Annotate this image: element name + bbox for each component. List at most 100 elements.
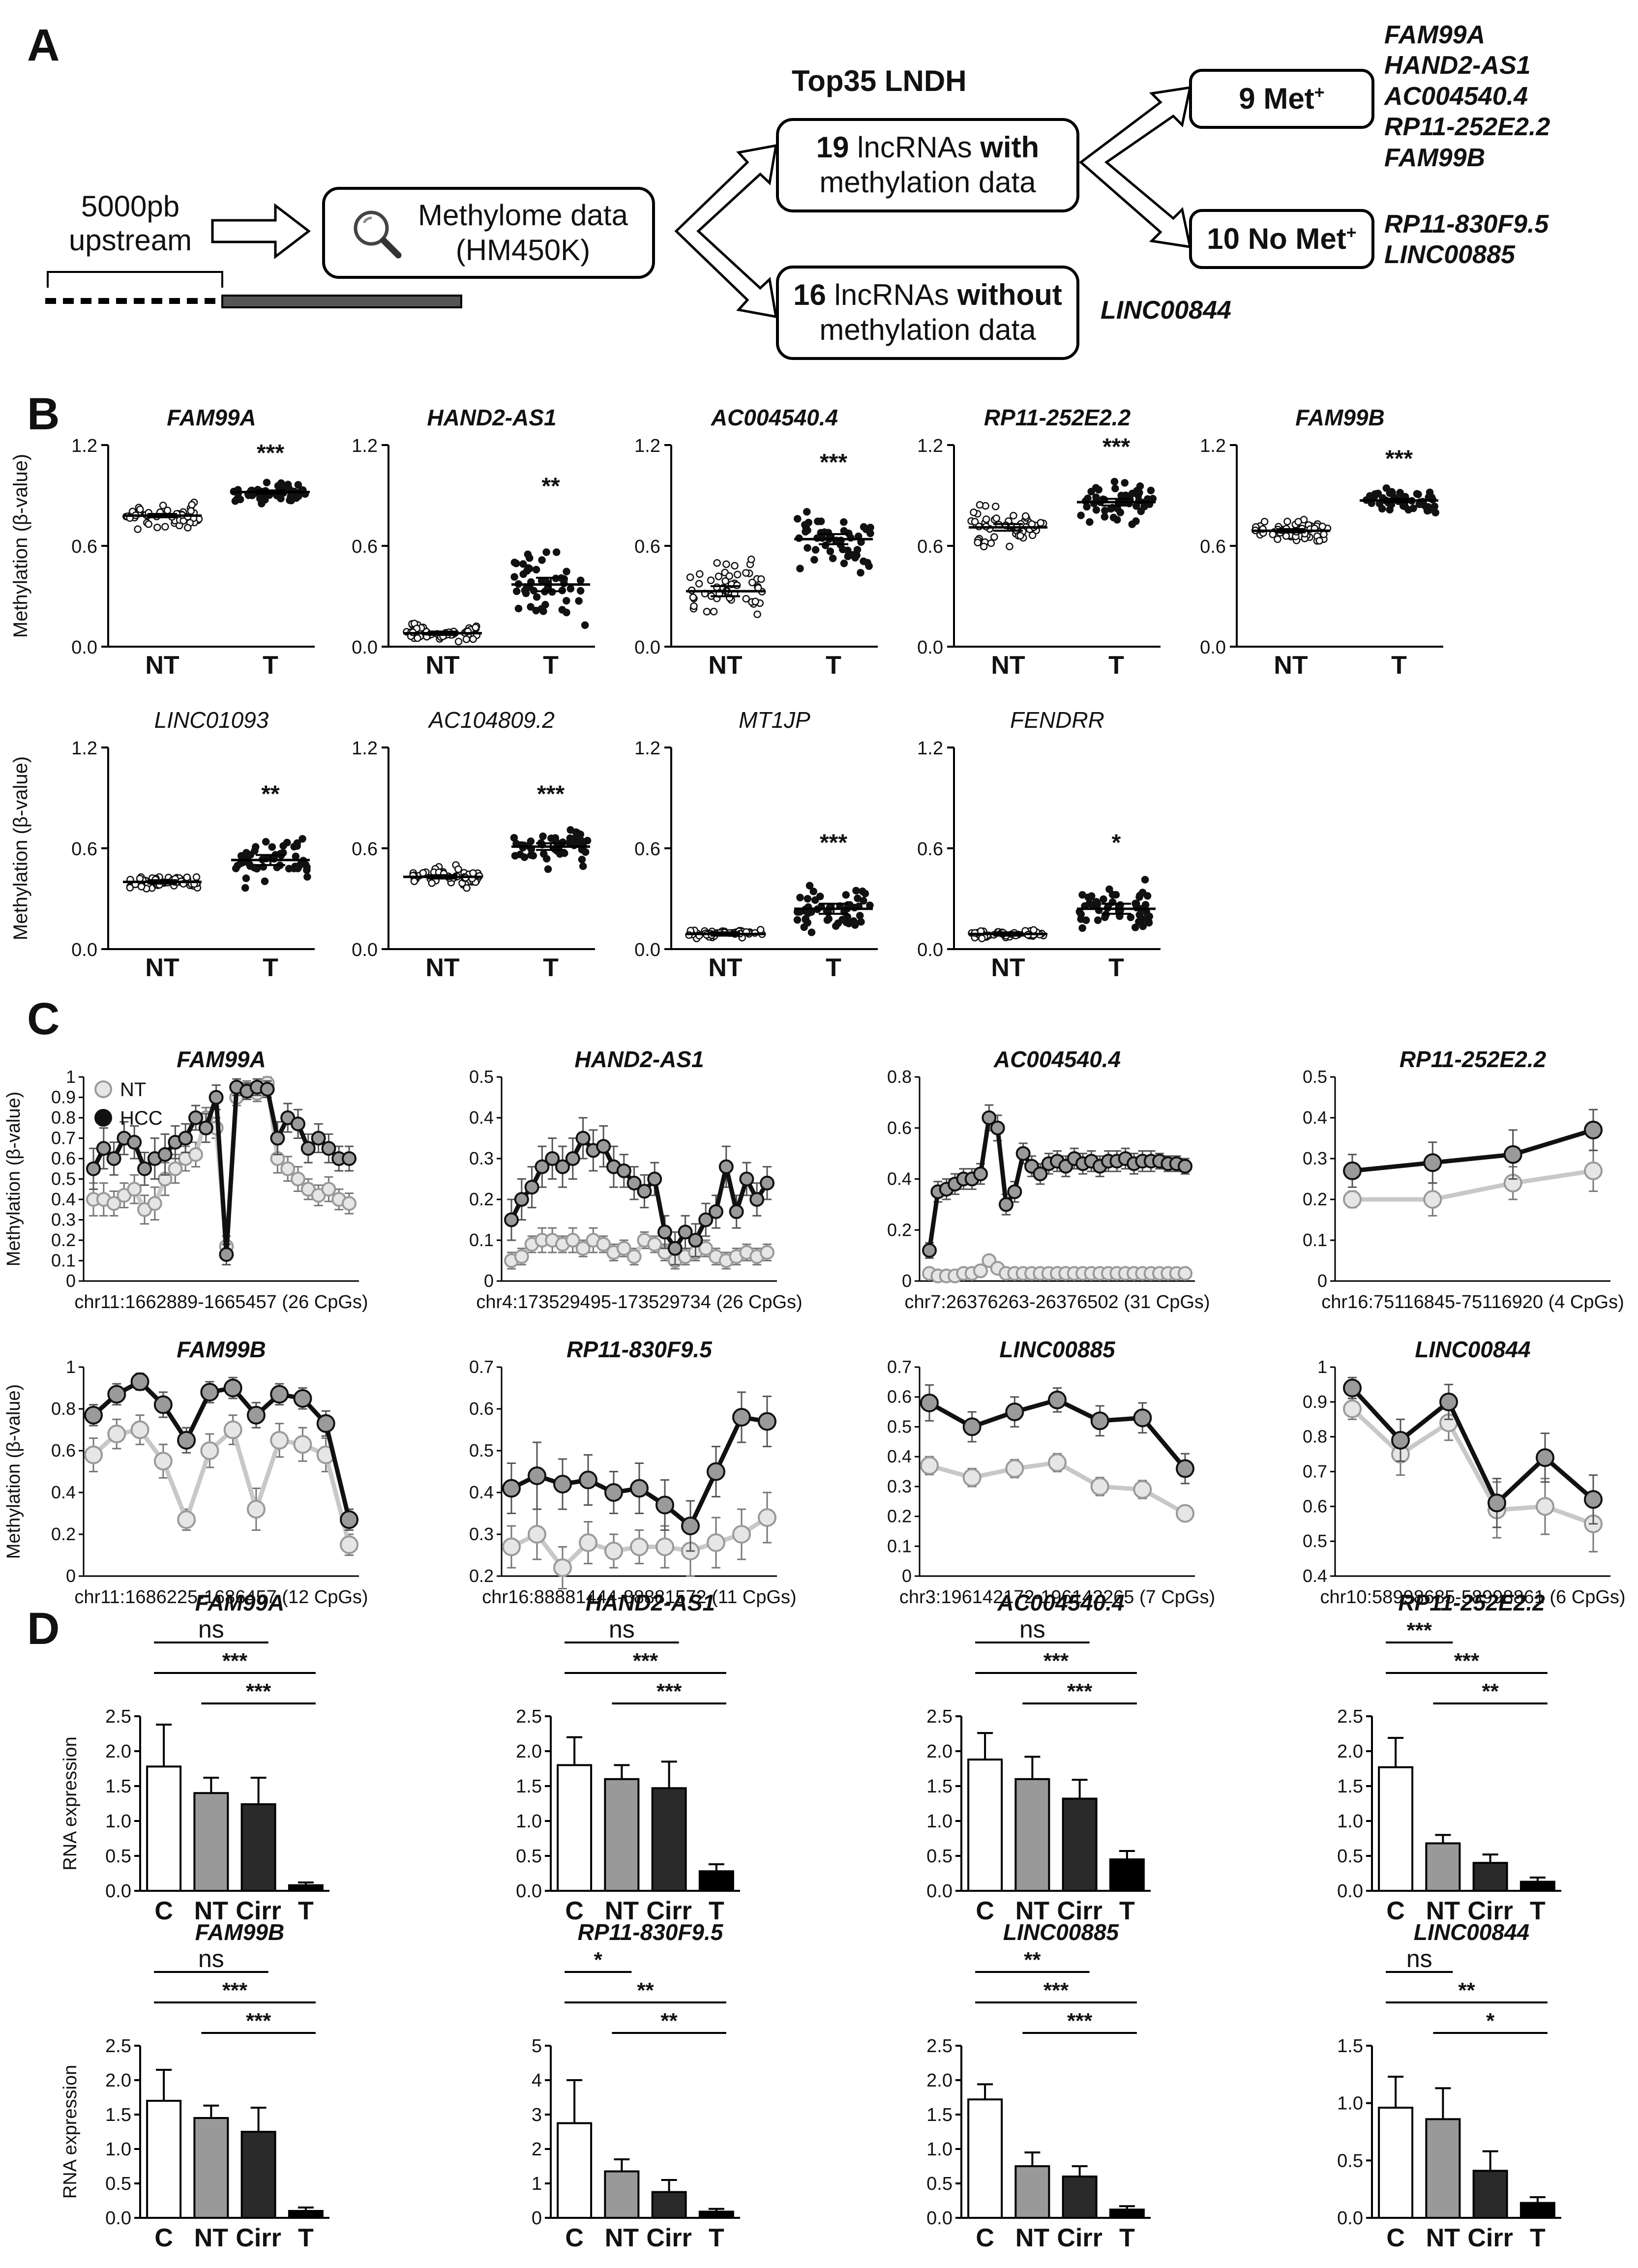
y-tick-label: 0.0: [926, 1881, 953, 1902]
series-point: [1536, 1497, 1554, 1516]
data-point: [796, 894, 804, 901]
chart-title: FAM99B: [177, 1337, 266, 1362]
data-point: [1112, 891, 1120, 899]
chart-title: FAM99A: [195, 1590, 284, 1615]
data-point: [690, 602, 698, 610]
y-tick-label: 0: [66, 1271, 76, 1291]
series-point: [973, 1166, 988, 1182]
data-point: [539, 832, 547, 840]
data-point: [1282, 532, 1290, 540]
upstream-label: 5000pb upstream: [68, 190, 192, 257]
x-tick-label: Cirr: [646, 1897, 691, 1925]
y-tick-label: 0.1: [887, 1536, 912, 1556]
y-tick-label: 1.5: [926, 2105, 953, 2125]
x-tick-label: NT: [605, 2224, 639, 2252]
data-point: [794, 515, 802, 523]
y-axis-label: RNA expression: [60, 1736, 81, 1870]
series-point: [999, 1197, 1013, 1212]
y-tick-label: 2.0: [105, 1741, 131, 1762]
bar: [1378, 2107, 1414, 2219]
split-arrow: [674, 144, 778, 319]
x-tick-label: C: [1386, 1897, 1405, 1925]
y-tick-label: 1: [66, 1067, 76, 1087]
series-point: [1133, 1480, 1152, 1499]
data-point: [261, 877, 269, 885]
y-tick-label: 1.2: [917, 436, 943, 456]
y-tick-label: 0: [1317, 1271, 1327, 1291]
data-point: [1145, 912, 1153, 921]
without-gene-list: LINC00844: [1101, 296, 1231, 325]
x-tick-label: T: [1530, 2224, 1546, 2252]
y-tick-label: 1.5: [1337, 1776, 1363, 1797]
bar: [1472, 1862, 1508, 1892]
series-point: [200, 1441, 219, 1460]
x-axis-label: chr16:88881444-88881572 (11 CpGs): [482, 1587, 796, 1608]
data-point: [1143, 892, 1152, 900]
x-axis-label: chr11:1662889-1665457 (26 CpGs): [74, 1292, 368, 1313]
chart-title: RP11-830F9.5: [578, 1919, 724, 1945]
significance-label: ***: [246, 2009, 271, 2033]
y-tick-label: 0.6: [1303, 1496, 1327, 1516]
series-point: [528, 1466, 546, 1485]
y-tick-label: 1.0: [926, 1811, 953, 1832]
x-tick-label: T: [709, 1897, 724, 1925]
met-gene-list: FAM99A HAND2-AS1 AC004540.4 RP11-252E2.2…: [1384, 21, 1550, 172]
data-point: [1294, 518, 1302, 526]
y-tick-label: 1.2: [352, 436, 378, 456]
data-point: [1101, 507, 1109, 514]
series-point: [1090, 1477, 1109, 1496]
series-point: [637, 1184, 652, 1199]
significance-label: ns: [198, 1945, 224, 1972]
data-point: [1078, 924, 1086, 932]
chart-title: MT1JP: [739, 707, 810, 733]
series-point: [311, 1131, 326, 1146]
x-tick-label: C: [976, 1897, 994, 1925]
y-tick-label: 0.7: [887, 1357, 912, 1377]
data-point: [725, 572, 733, 580]
y-tick-label: 0.5: [1303, 1531, 1327, 1551]
y-tick-label: 0.1: [51, 1251, 76, 1271]
x-tick-label: T: [1108, 954, 1124, 982]
data-point: [279, 842, 287, 850]
y-tick-label: 0.0: [105, 2208, 131, 2229]
series-point: [177, 1510, 196, 1529]
data-point: [469, 869, 477, 877]
chart-title: AC004540.4: [711, 405, 838, 430]
series-point: [514, 1192, 529, 1207]
data-point: [512, 560, 520, 567]
data-point: [184, 524, 192, 532]
y-tick-label: 5: [532, 2036, 542, 2057]
chart-title: AC004540.4: [997, 1590, 1124, 1615]
data-point: [860, 557, 867, 566]
y-tick-label: 0.7: [1303, 1462, 1327, 1482]
series-point: [270, 1385, 289, 1404]
data-point: [563, 597, 570, 605]
series-point: [293, 1389, 312, 1408]
data-point: [733, 570, 742, 579]
significance-label: **: [541, 474, 560, 500]
data-point: [1092, 506, 1101, 514]
y-tick-label: 0.2: [887, 1220, 912, 1240]
data-point: [695, 580, 703, 588]
x-tick-label: Cirr: [236, 1897, 281, 1925]
series-point: [200, 1383, 219, 1402]
y-tick-label: 0.7: [51, 1128, 76, 1148]
chart-title: LINC00844: [1414, 1919, 1529, 1945]
bar: [967, 1759, 1003, 1892]
bar: [651, 2191, 687, 2219]
data-point: [851, 921, 859, 929]
significance-label: *: [1112, 830, 1121, 856]
significance-label: **: [661, 2009, 678, 2033]
series-point: [1536, 1448, 1554, 1467]
bar: [240, 1803, 276, 1892]
y-tick-label: 0.6: [51, 1148, 76, 1168]
data-point: [753, 610, 761, 618]
data-point: [542, 855, 551, 863]
series-point: [630, 1537, 649, 1556]
y-axis-label: RNA expression: [60, 2065, 81, 2199]
series-point: [1343, 1190, 1362, 1209]
data-point: [576, 576, 585, 585]
series-point: [990, 1120, 1005, 1135]
y-tick-label: 0.6: [917, 839, 943, 860]
bar: [604, 1778, 640, 1892]
